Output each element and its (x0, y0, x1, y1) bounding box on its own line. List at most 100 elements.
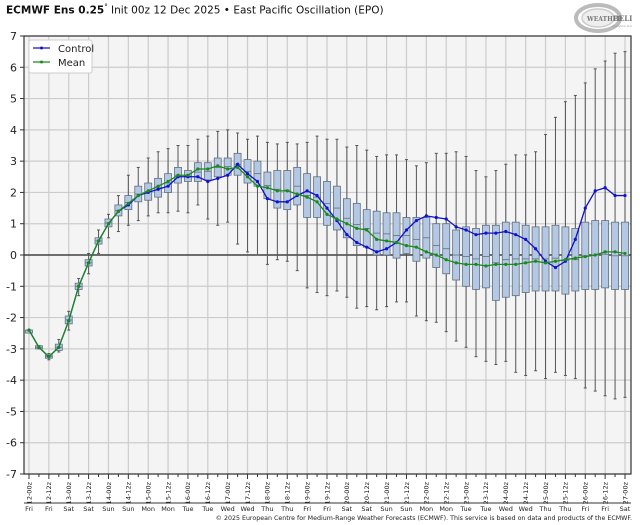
mean-point (504, 262, 508, 266)
control-point (196, 175, 200, 179)
mean-point (613, 250, 617, 254)
x-day-label: Sun (400, 505, 412, 513)
control-point (603, 186, 607, 190)
x-day-label: Fri (581, 505, 589, 513)
x-tick-label: 16-12z (204, 481, 212, 504)
mean-point (474, 262, 478, 266)
control-point (474, 233, 478, 237)
x-tick-label: 15-00z (145, 481, 153, 504)
x-tick-label: 12-00z (25, 481, 33, 504)
mean-point (603, 250, 607, 254)
control-point (444, 217, 448, 221)
y-tick-label: -2 (6, 312, 17, 325)
mean-point (285, 189, 289, 193)
y-tick-label: 5 (10, 93, 17, 106)
ensemble-box (382, 154, 391, 308)
control-point (404, 228, 409, 232)
x-day-label: Sat (361, 505, 372, 513)
mean-point (583, 254, 587, 259)
mean-point (444, 258, 448, 262)
ensemble-box (482, 176, 490, 362)
y-tick-label: 7 (10, 30, 17, 43)
ensemble-box (412, 165, 421, 317)
mean-point (186, 173, 190, 177)
ensemble-box (611, 52, 619, 400)
mean-point (563, 258, 568, 262)
control-point (573, 237, 577, 241)
control-point (216, 176, 220, 180)
mean-point (424, 250, 428, 254)
x-day-label: Wed (221, 505, 235, 513)
x-tick-label: 24-12z (522, 481, 530, 504)
x-day-label: Sun (102, 505, 114, 513)
x-day-label: Thu (280, 505, 293, 513)
x-day-label: Fri (25, 505, 33, 513)
x-day-label: Sun (122, 505, 134, 513)
y-tick-label: -1 (6, 280, 17, 293)
x-tick-label: 17-00z (224, 481, 232, 504)
ensemble-box (193, 138, 202, 206)
control-point (454, 225, 458, 229)
mean-point (106, 222, 111, 226)
x-tick-label: 26-12z (601, 481, 609, 504)
mean-point (454, 261, 458, 265)
mean-point (464, 262, 468, 266)
mean-point (206, 167, 210, 171)
x-day-label: Tue (479, 505, 491, 513)
mean-point (146, 189, 150, 193)
ensemble-box (551, 116, 560, 373)
mean-point (573, 256, 577, 260)
control-point (494, 231, 498, 235)
mean-point (543, 261, 548, 265)
control-point (245, 172, 250, 176)
chart-legend: Control Mean (28, 39, 94, 74)
mean-point (196, 167, 200, 171)
x-tick-label: 17-12z (244, 481, 252, 504)
control-point (166, 184, 170, 188)
control-point (355, 240, 359, 245)
x-tick-label: 21-00z (383, 481, 391, 504)
control-point (345, 233, 349, 237)
ensemble-box (333, 138, 341, 292)
mean-point (414, 245, 418, 249)
logo-swoosh-icon: WEATHER BELL Analytics LLC (574, 3, 634, 33)
mean-point (494, 262, 498, 266)
mean-point (176, 173, 180, 177)
ensemble-box (392, 154, 401, 303)
control-point (255, 179, 260, 184)
x-day-label: Fri (303, 505, 311, 513)
control-point (464, 228, 468, 232)
mean-point (27, 328, 31, 332)
mean-point (524, 261, 528, 265)
x-tick-label: 19-00z (303, 481, 311, 504)
mean-point (375, 237, 379, 241)
x-day-label: Fri (601, 505, 609, 513)
x-tick-label: 15-12z (164, 481, 172, 504)
x-day-label: Sat (342, 505, 353, 513)
svg-text:Analytics LLC: Analytics LLC (612, 24, 632, 28)
mean-point (166, 179, 170, 184)
control-point (375, 250, 379, 254)
x-tick-label: 23-12z (482, 481, 490, 504)
x-tick-label: 22-00z (423, 481, 431, 504)
x-day-label: Tue (181, 505, 193, 513)
weatherbell-logo: WEATHER BELL Analytics LLC (568, 2, 634, 36)
control-point (583, 206, 587, 210)
control-point (275, 200, 279, 204)
x-day-label: Wed (499, 505, 513, 513)
x-day-label: Mon (141, 505, 155, 513)
mean-point (156, 184, 160, 188)
x-tick-label: 18-00z (264, 481, 272, 504)
mean-point (355, 226, 359, 231)
ensemble-box (601, 60, 610, 397)
mean-point (116, 209, 120, 213)
control-point (613, 193, 617, 198)
mean-point (623, 251, 627, 256)
control-point (623, 193, 627, 198)
x-day-label: Thu (538, 505, 551, 513)
svg-text:BELL: BELL (613, 14, 632, 23)
x-tick-label: 12-12z (45, 481, 53, 504)
ensemble-box (621, 51, 629, 398)
legend-label: Mean (58, 58, 85, 69)
